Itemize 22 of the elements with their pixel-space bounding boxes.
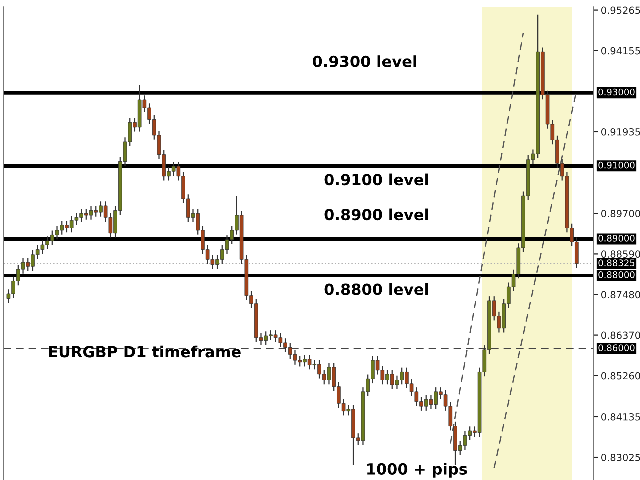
annotation: 1000 + pips	[368, 463, 468, 478]
annotation: 0.9100 level	[324, 174, 428, 186]
y-tick-label: 0.87480	[602, 291, 640, 299]
y-tick-label: 0.84135	[602, 413, 640, 421]
annotation: EURGBP D1 timeframe	[50, 346, 241, 358]
annotation: 0.8900 level	[324, 208, 428, 221]
annotation: 0.9300 level	[312, 56, 416, 68]
y-tick-label: 0.86370	[602, 332, 640, 340]
y-tick-label: 0.95265	[602, 6, 640, 14]
ref-line-label: 0.88325	[598, 260, 635, 266]
y-tick-label: 0.94155	[602, 47, 640, 55]
ref-line-label: 0.91000	[598, 162, 635, 169]
ref-line-label: 0.93000	[598, 88, 635, 96]
y-tick-label: 0.83025	[602, 454, 640, 462]
annotation: 0.8800 level	[324, 283, 428, 296]
y-tick-label: 0.91935	[602, 128, 640, 136]
ref-line-label: 0.89000	[598, 235, 635, 242]
y-tick-label: 0.89700	[602, 210, 640, 218]
y-tick-label: 0.85260	[602, 372, 640, 380]
y-tick-label: 0.88590	[602, 250, 640, 258]
ref-line-label: 0.86000	[598, 344, 635, 352]
ref-line-label: 0.88000	[598, 272, 635, 278]
